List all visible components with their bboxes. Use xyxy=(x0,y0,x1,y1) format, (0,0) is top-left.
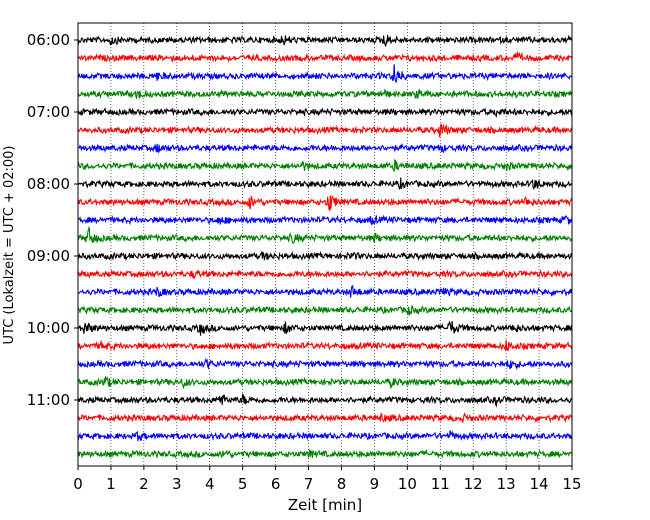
x-tick-label: 7 xyxy=(304,475,314,493)
trace-1130 xyxy=(77,430,573,442)
x-tick-label: 10 xyxy=(398,475,417,493)
x-tick-label: 8 xyxy=(337,475,347,493)
y-tick-label: 08:00 xyxy=(27,175,70,193)
x-tick-label: 11 xyxy=(431,475,450,493)
trace-1000 xyxy=(77,320,573,336)
x-tick-label: 12 xyxy=(464,475,483,493)
x-tick-label: 1 xyxy=(106,475,116,493)
y-tick-label: 06:00 xyxy=(27,31,70,49)
x-tick-label: 2 xyxy=(139,475,149,493)
seismic-traces xyxy=(77,34,573,459)
trace-0745 xyxy=(77,158,573,172)
trace-1045 xyxy=(77,376,573,390)
x-tick-label: 13 xyxy=(497,475,516,493)
trace-1015 xyxy=(77,340,573,352)
x-tick-label: 9 xyxy=(370,475,380,493)
x-axis-label: Zeit [min] xyxy=(288,496,362,514)
trace-0945 xyxy=(77,304,573,316)
trace-0730 xyxy=(77,143,573,154)
x-tick-label: 5 xyxy=(238,475,248,493)
y-tick-label: 09:00 xyxy=(27,247,70,265)
y-axis-label: UTC (Lokalzeit = UTC + 02:00) xyxy=(2,146,17,345)
x-axis-ticks: 0 1 2 3 4 5 6 7 8 9 10 11 12 13 14 15 xyxy=(73,466,582,493)
x-tick-label: 15 xyxy=(562,475,581,493)
vertical-grid-lines xyxy=(110,23,540,466)
trace-0700 xyxy=(77,107,573,119)
trace-0615 xyxy=(77,51,573,64)
trace-0815 xyxy=(77,195,573,212)
trace-1030 xyxy=(77,357,573,370)
trace-0800 xyxy=(77,177,573,190)
x-tick-label: 0 xyxy=(73,475,83,493)
trace-0900 xyxy=(77,250,573,262)
trace-0830 xyxy=(77,214,573,226)
trace-1115 xyxy=(77,412,573,423)
trace-0915 xyxy=(77,269,573,280)
plot-frame xyxy=(77,22,573,467)
trace-0930 xyxy=(77,285,573,298)
y-axis-ticks: 06:00 07:00 08:00 09:00 10:00 11:00 xyxy=(27,31,78,409)
x-tick-label: 3 xyxy=(172,475,182,493)
trace-0630 xyxy=(77,64,573,84)
trace-1145 xyxy=(77,448,573,459)
x-tick-label: 6 xyxy=(271,475,281,493)
trace-0600 xyxy=(77,34,573,47)
y-tick-label: 07:00 xyxy=(27,103,70,121)
y-tick-label: 10:00 xyxy=(27,319,70,337)
trace-0715 xyxy=(77,123,573,138)
x-tick-label: 4 xyxy=(205,475,215,493)
x-tick-label: 14 xyxy=(530,475,549,493)
y-tick-label: 11:00 xyxy=(27,391,70,409)
trace-0845 xyxy=(77,226,573,245)
trace-0645 xyxy=(77,88,573,100)
trace-1100 xyxy=(77,393,573,408)
